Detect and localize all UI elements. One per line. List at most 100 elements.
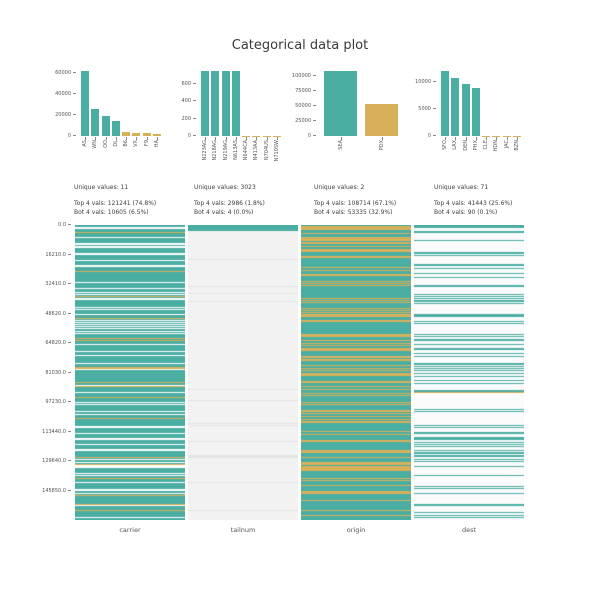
matrix-xlabel-tailnum: tailnum bbox=[230, 526, 256, 534]
matrix-y-tick-label: 48620.0 bbox=[29, 311, 71, 317]
y-tick-label: 10000 bbox=[398, 80, 436, 85]
y-tick-label: 0 bbox=[38, 134, 76, 139]
x-tick-label: AS bbox=[80, 137, 90, 147]
matrix-xlabel-origin: origin bbox=[346, 526, 366, 534]
matrix-column-tailnum bbox=[188, 225, 298, 520]
matrix-y-tick-label: 16210.0 bbox=[29, 252, 71, 258]
top4-values-text: Top 4 vals: 2986 (1.8%) bbox=[194, 200, 265, 207]
y-tick-label: 40000 bbox=[38, 92, 76, 97]
y-tick-label: 0 bbox=[158, 134, 196, 139]
bar-tailnum-N613AS bbox=[231, 71, 240, 136]
y-tick-label: 0 bbox=[278, 134, 316, 139]
x-tick-text: N710SW bbox=[273, 140, 280, 162]
x-tick-text: N704US bbox=[263, 140, 270, 161]
bar-tailnum-N218AG bbox=[211, 71, 220, 136]
x-tick-label: SEA bbox=[336, 137, 346, 150]
unique-values-text: Unique values: 2 bbox=[314, 184, 365, 191]
bar-carrier-F9 bbox=[142, 133, 151, 136]
x-tick-label: N219AG bbox=[221, 137, 231, 161]
y-tick-label: 60000 bbox=[38, 71, 76, 76]
y-tick-label: 25000 bbox=[278, 119, 316, 124]
annotation-origin: Unique values: 2 Top 4 vals: 108714 (67.… bbox=[314, 183, 396, 217]
matrix-y-tick-label: 129640.0 bbox=[29, 458, 71, 464]
bot4-values-text: Bot 4 vals: 10605 (6.5%) bbox=[74, 209, 149, 216]
top4-values-text: Top 4 vals: 41443 (25.6%) bbox=[434, 200, 513, 207]
x-tick-label: B6 bbox=[121, 137, 131, 147]
matrix-y-tick-label: 113440.0 bbox=[29, 429, 71, 435]
matrix-column-dest bbox=[414, 225, 524, 520]
unique-values-text: Unique values: 71 bbox=[434, 184, 489, 191]
unique-values-text: Unique values: 3023 bbox=[194, 184, 256, 191]
x-tick-label: VX bbox=[131, 137, 141, 147]
x-tick-text: DL bbox=[112, 140, 119, 147]
bar-carrier-HA bbox=[152, 134, 161, 136]
top4-values-text: Top 4 vals: 108714 (67.1%) bbox=[314, 200, 397, 207]
bar-carrier-DL bbox=[111, 121, 120, 136]
bar-carrier-B6 bbox=[122, 132, 131, 136]
x-tick-text: AS bbox=[82, 140, 89, 147]
matrix-y-tick-label: 64820.0 bbox=[29, 340, 71, 346]
bot4-values-text: Bot 4 vals: 4 (0.0%) bbox=[194, 209, 254, 216]
bar-carrier-VX bbox=[132, 132, 141, 136]
x-tick-text: SEA bbox=[337, 140, 344, 150]
x-tick-text: WN bbox=[92, 140, 99, 149]
x-tick-text: HA bbox=[153, 140, 160, 148]
x-tick-text: N219AG bbox=[222, 140, 229, 161]
x-tick-text: HDN bbox=[493, 140, 500, 152]
x-tick-text: N613AS bbox=[232, 140, 239, 160]
x-tick-label: N704US bbox=[262, 136, 272, 161]
bar-origin-PDX bbox=[365, 104, 398, 136]
x-tick-label: JAC bbox=[502, 136, 512, 149]
bar-carrier-WN bbox=[91, 108, 100, 136]
x-tick-label: F9 bbox=[142, 136, 152, 147]
matrix-y-tick-label: 145850.0 bbox=[29, 488, 71, 494]
x-tick-label: BZN bbox=[512, 137, 522, 151]
matrix-xlabel-dest: dest bbox=[461, 526, 477, 534]
x-tick-label: HDN bbox=[491, 136, 501, 152]
x-tick-text: PDX bbox=[378, 140, 385, 151]
matrix-y-tick-label: 81030.0 bbox=[29, 370, 71, 376]
bar-tailnum-N219AG bbox=[221, 71, 230, 136]
bar-dest-LAX bbox=[451, 77, 460, 136]
y-tick-label: 200 bbox=[158, 116, 196, 122]
bar-dest-SFO bbox=[441, 71, 450, 136]
bar-tailnum-N223AG bbox=[201, 71, 210, 136]
x-tick-text: N223AG bbox=[202, 140, 209, 161]
x-tick-text: PHX bbox=[472, 140, 479, 151]
y-tick-label: 5000 bbox=[398, 107, 436, 112]
x-tick-text: F9 bbox=[143, 140, 150, 147]
x-tick-text: LAX bbox=[452, 140, 459, 150]
y-tick-label: 600 bbox=[158, 82, 196, 87]
bar-dest-DEN bbox=[461, 83, 470, 136]
y-tick-label: 50000 bbox=[278, 104, 316, 109]
x-tick-label: CLE bbox=[481, 136, 491, 150]
x-tick-text: N218AG bbox=[212, 140, 219, 161]
bar-carrier-OO bbox=[101, 116, 110, 136]
y-tick-label: 400 bbox=[158, 99, 196, 104]
annotation-carrier: Unique values: 11 Top 4 vals: 121241 (74… bbox=[74, 183, 156, 217]
x-tick-text: CLE bbox=[483, 140, 490, 150]
x-tick-label: LAX bbox=[450, 137, 460, 150]
bar-origin-SEA bbox=[324, 71, 357, 136]
x-tick-text: SFO bbox=[442, 140, 449, 150]
matrix-y-tick-label: 32410.0 bbox=[29, 281, 71, 287]
x-tick-label: N218AG bbox=[210, 137, 220, 161]
bot4-values-text: Bot 4 vals: 53335 (32.9%) bbox=[314, 209, 393, 216]
matrix-xlabel-carrier: carrier bbox=[119, 526, 141, 534]
x-tick-label: N644CA bbox=[241, 136, 251, 160]
x-tick-label: N223AG bbox=[200, 137, 210, 161]
bot4-values-text: Bot 4 vals: 90 (0.1%) bbox=[434, 209, 498, 216]
bar-carrier-AS bbox=[81, 71, 90, 136]
y-tick-label: 75000 bbox=[278, 89, 316, 94]
x-tick-label: N413AA bbox=[251, 136, 261, 160]
x-tick-label: HA bbox=[152, 136, 162, 148]
x-tick-text: JAC bbox=[503, 140, 510, 149]
matrix-column-carrier bbox=[75, 225, 185, 520]
x-tick-label: N613AS bbox=[231, 137, 241, 160]
bar-dest-PHX bbox=[471, 87, 480, 136]
x-tick-label: DL bbox=[111, 137, 121, 147]
x-tick-label: SFO bbox=[440, 137, 450, 150]
x-tick-text: BZN bbox=[513, 140, 520, 151]
unique-values-text: Unique values: 11 bbox=[74, 184, 129, 191]
